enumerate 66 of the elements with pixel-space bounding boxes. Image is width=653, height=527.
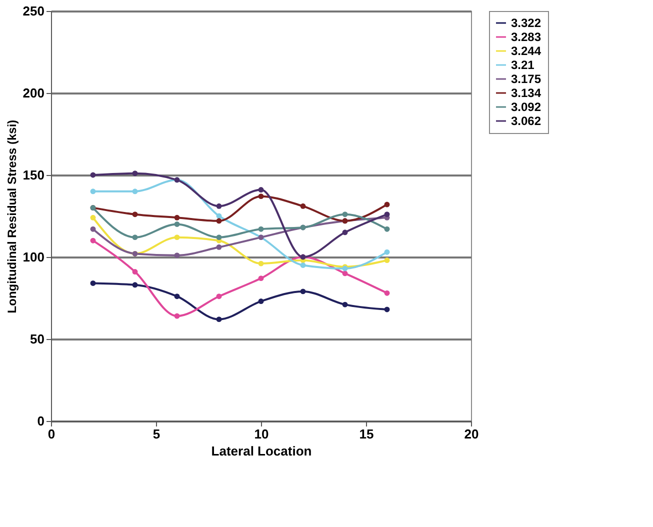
point (132, 234, 138, 240)
point (174, 252, 180, 258)
point (174, 221, 180, 227)
point (216, 294, 222, 300)
point (216, 213, 222, 219)
legend-label: 3.244 (511, 44, 542, 58)
point (258, 194, 264, 200)
point (384, 306, 390, 312)
point (300, 203, 306, 209)
point (132, 212, 138, 218)
point (132, 188, 138, 194)
point (174, 234, 180, 240)
x-tick-label: 5 (152, 426, 160, 442)
legend-label: 3.283 (511, 30, 542, 44)
y-axis-title: Longitudinal Residual Stress (ksi) (4, 120, 19, 314)
point (174, 214, 180, 220)
point (90, 226, 96, 232)
point (132, 170, 138, 176)
x-tick-label: 15 (359, 426, 374, 442)
point (132, 269, 138, 274)
point (216, 316, 222, 322)
point (342, 302, 348, 308)
point (384, 258, 390, 264)
point (384, 290, 390, 296)
point (174, 294, 180, 300)
point (216, 218, 222, 224)
legend-label: 3.21 (511, 58, 535, 72)
point (90, 280, 96, 286)
point (132, 282, 138, 288)
point (90, 188, 96, 194)
point (258, 260, 264, 266)
point (300, 288, 306, 294)
point (258, 276, 264, 282)
legend-label: 3.062 (511, 114, 542, 128)
x-axis-title: Lateral Location (211, 444, 312, 458)
x-tick-label: 10 (254, 426, 269, 442)
y-tick-label: 50 (30, 332, 44, 346)
legend-label: 3.322 (511, 16, 542, 30)
point (216, 234, 222, 240)
point (300, 262, 306, 268)
y-tick-label: 100 (22, 250, 44, 264)
point (384, 212, 390, 218)
x-tick-label: 0 (48, 426, 56, 442)
point (90, 214, 96, 220)
x-tick-label: 20 (464, 426, 479, 442)
point (258, 298, 264, 304)
point (384, 202, 390, 208)
point (216, 244, 222, 250)
point (342, 230, 348, 236)
y-tick-label: 200 (22, 86, 44, 100)
legend-label: 3.175 (511, 72, 542, 86)
point (90, 172, 96, 178)
legend-label: 3.092 (511, 100, 542, 114)
y-tick-label: 0 (37, 414, 44, 428)
point (90, 238, 96, 244)
point (258, 226, 264, 232)
y-tick-label: 250 (22, 4, 44, 18)
y-tick-label: 150 (22, 168, 44, 182)
point (216, 203, 222, 209)
legend-label: 3.134 (511, 86, 542, 100)
point (258, 187, 264, 192)
point (384, 249, 390, 255)
point (342, 270, 348, 276)
point (342, 212, 348, 218)
point (174, 313, 180, 319)
point (384, 226, 390, 232)
